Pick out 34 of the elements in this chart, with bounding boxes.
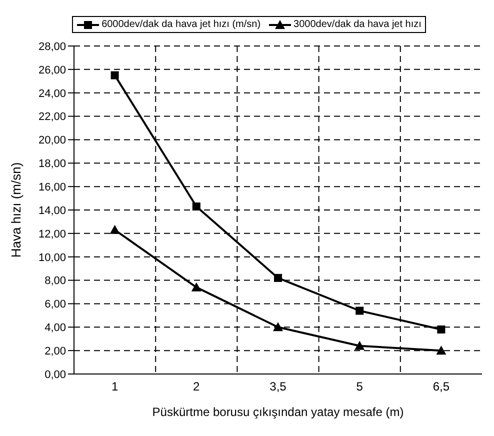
y-tick-label: 18,00 <box>38 158 66 170</box>
x-tick-label: 3,5 <box>270 380 287 394</box>
y-tick-label: 14,00 <box>38 204 66 217</box>
y-tick-label: 4,00 <box>44 322 66 334</box>
y-tick-label: 12,00 <box>38 228 66 240</box>
y-tick-label: 2,00 <box>44 345 66 358</box>
point <box>192 202 200 210</box>
point <box>191 282 202 292</box>
y-tick-label: 8,00 <box>44 275 66 288</box>
y-tick-label: 22,00 <box>38 111 66 124</box>
x-tick-label: 2 <box>193 380 200 394</box>
y-tick-label: 24,00 <box>38 88 66 100</box>
point <box>356 306 364 315</box>
point <box>274 274 282 282</box>
y-tick-label: 10,00 <box>38 252 66 264</box>
legend-label: 3000dev/dak da hava jet hızı <box>294 19 422 30</box>
point <box>437 325 446 334</box>
x-tick-label: 6,5 <box>432 380 450 394</box>
y-tick-label: 20,00 <box>38 134 66 147</box>
point <box>436 346 446 355</box>
x-axis-title: Püskürtme borusu çıkışından yatay mesafe (m) <box>152 405 404 419</box>
point <box>354 340 365 350</box>
y-tick-label: 6,00 <box>44 298 66 311</box>
y-tick-label: 26,00 <box>38 64 66 76</box>
y-tick-label: 0,00 <box>44 368 66 381</box>
y-tick-label: 16,00 <box>38 181 66 194</box>
y-axis-title: Hava hızı (m/sn) <box>8 162 24 258</box>
point <box>110 71 119 80</box>
point <box>273 322 283 332</box>
y-tick-label: 28,00 <box>38 40 66 53</box>
x-tick-label: 5 <box>356 380 364 394</box>
point <box>110 224 120 234</box>
legend-label: 6000dev/dak da hava jet hızı (m/sn) <box>102 19 261 30</box>
x-tick-label: 1 <box>111 380 118 394</box>
